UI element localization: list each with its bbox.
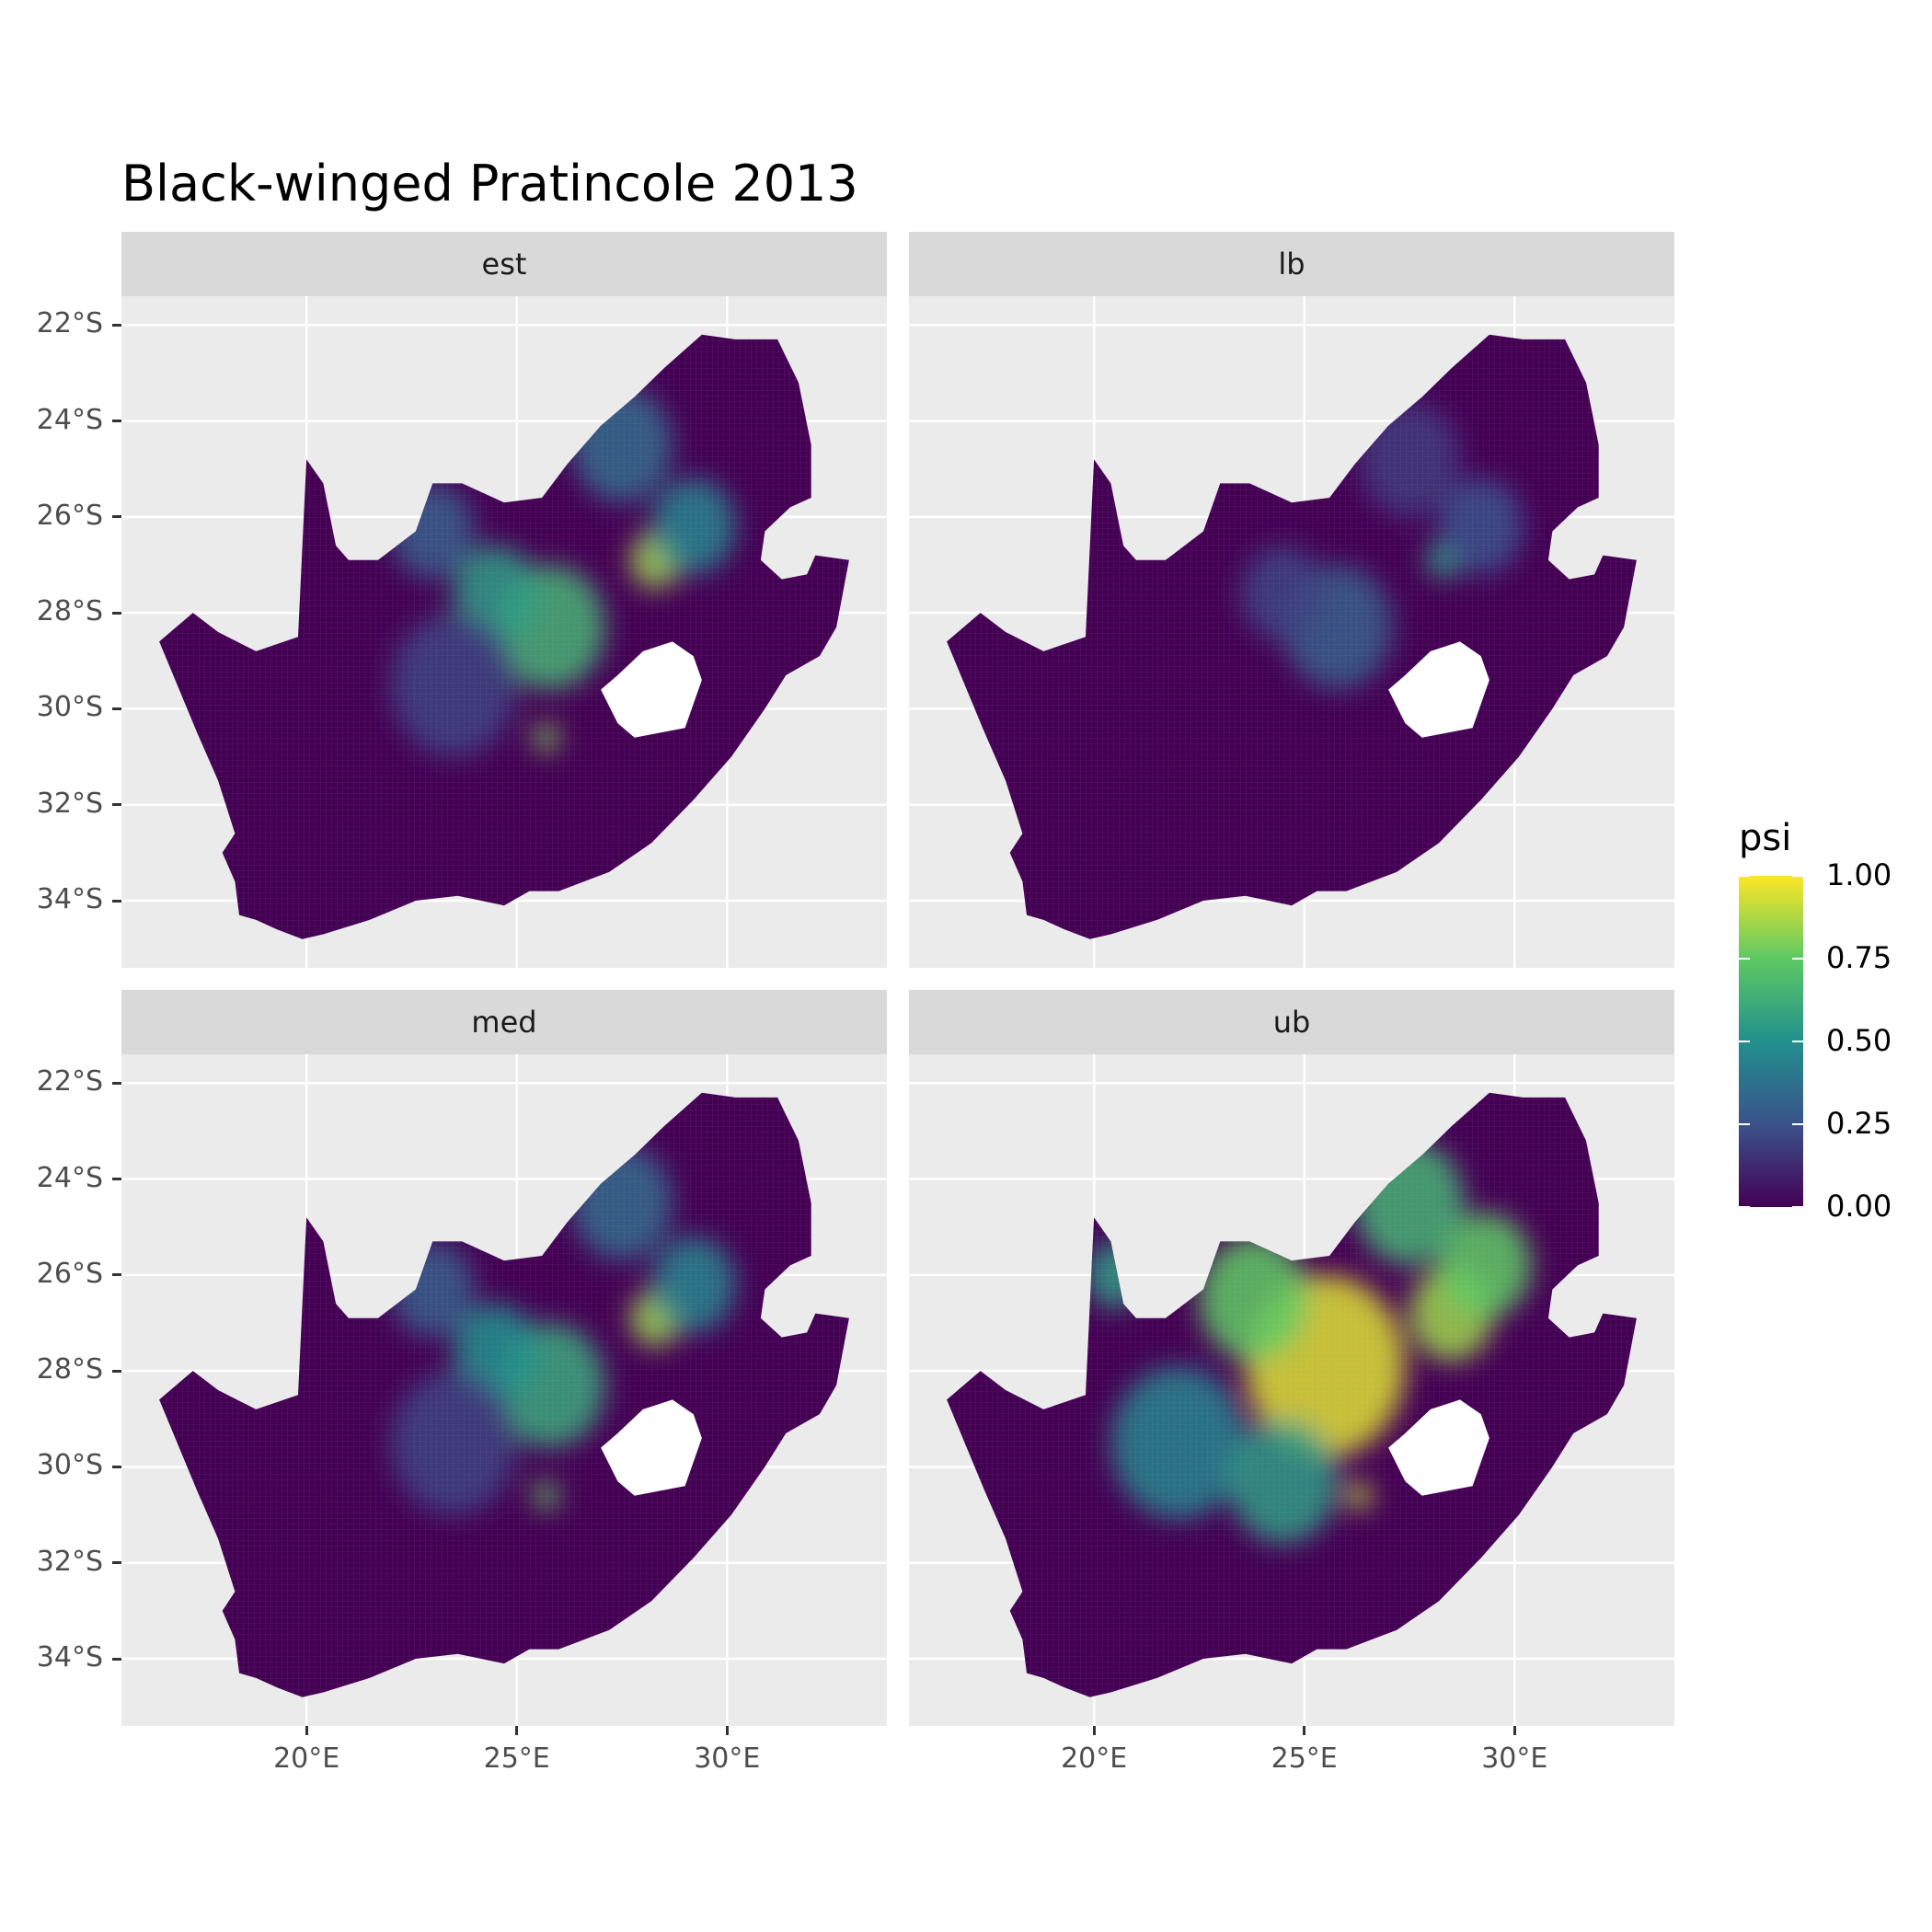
facet-panel-lb: lb <box>909 232 1674 968</box>
map-svg <box>121 296 887 968</box>
y-tick-mark <box>112 1273 121 1277</box>
facet-panel-est: est <box>121 232 887 968</box>
y-tick-label: 22°S <box>36 307 103 340</box>
x-tick-label: 30°E <box>1481 1742 1548 1775</box>
legend-tick-mark <box>1792 958 1803 960</box>
x-tick-mark <box>515 1726 519 1735</box>
facet-strip-label: est <box>121 232 887 296</box>
legend-title: psi <box>1739 817 1792 859</box>
y-tick-mark <box>112 611 121 615</box>
y-tick-mark <box>112 899 121 903</box>
map-area <box>909 296 1674 968</box>
raster-overlay <box>159 334 849 939</box>
x-tick-label: 25°E <box>1271 1742 1338 1775</box>
y-tick-label: 28°S <box>36 1353 103 1386</box>
raster-overlay <box>947 334 1637 939</box>
y-tick-label: 26°S <box>36 499 103 532</box>
y-tick-label: 26°S <box>36 1257 103 1290</box>
y-tick-mark <box>112 515 121 519</box>
map-area <box>909 1054 1674 1726</box>
map-area <box>121 296 887 968</box>
legend-tick-mark <box>1792 1123 1803 1125</box>
x-tick-mark <box>725 1726 729 1735</box>
y-tick-label: 28°S <box>36 595 103 628</box>
y-tick-label: 24°S <box>36 403 103 436</box>
legend-tick-mark <box>1739 875 1750 877</box>
map-svg <box>909 296 1674 968</box>
y-tick-label: 22°S <box>36 1065 103 1098</box>
facet-strip-label: med <box>121 990 887 1054</box>
x-tick-label: 25°E <box>483 1742 550 1775</box>
y-tick-label: 32°S <box>36 787 103 820</box>
y-tick-label: 32°S <box>36 1545 103 1578</box>
y-tick-label: 34°S <box>36 883 103 915</box>
y-tick-mark <box>112 1561 121 1565</box>
facet-panel-med: med <box>121 990 887 1726</box>
y-tick-label: 30°S <box>36 691 103 724</box>
y-tick-mark <box>112 1178 121 1181</box>
y-tick-mark <box>112 803 121 807</box>
raster-overlay <box>159 1092 849 1697</box>
legend-tick-mark <box>1739 1123 1750 1125</box>
y-tick-mark <box>112 323 121 327</box>
x-tick-mark <box>305 1726 308 1735</box>
map-svg <box>909 1054 1674 1726</box>
x-tick-label: 30°E <box>694 1742 761 1775</box>
facet-strip-label: lb <box>909 232 1674 296</box>
y-tick-mark <box>112 1081 121 1085</box>
map-area <box>121 1054 887 1726</box>
legend-tick-mark <box>1792 1041 1803 1042</box>
legend-tick-label: 0.50 <box>1826 1023 1892 1058</box>
x-tick-mark <box>1092 1726 1096 1735</box>
legend-tick-mark <box>1739 1041 1750 1042</box>
y-tick-label: 30°S <box>36 1449 103 1482</box>
y-tick-mark <box>112 1369 121 1373</box>
legend-tick-label: 0.75 <box>1826 940 1892 975</box>
legend-tick-mark <box>1792 1206 1803 1208</box>
facet-strip-label: ub <box>909 990 1674 1054</box>
x-tick-mark <box>1512 1726 1516 1735</box>
y-tick-mark <box>112 1465 121 1468</box>
legend-tick-label: 0.25 <box>1826 1106 1892 1141</box>
facet-panel-ub: ub <box>909 990 1674 1726</box>
map-svg <box>121 1054 887 1726</box>
y-tick-mark <box>112 1657 121 1661</box>
y-tick-label: 24°S <box>36 1161 103 1194</box>
legend-tick-mark <box>1739 1206 1750 1208</box>
plot-title: Black-winged Pratincole 2013 <box>121 155 858 213</box>
legend-tick-mark <box>1739 958 1750 960</box>
x-tick-label: 20°E <box>1061 1742 1128 1775</box>
y-tick-mark <box>112 707 121 710</box>
raster-overlay <box>947 1092 1637 1697</box>
x-tick-label: 20°E <box>273 1742 340 1775</box>
x-tick-mark <box>1303 1726 1306 1735</box>
legend-tick-label: 1.00 <box>1826 857 1892 892</box>
y-tick-label: 34°S <box>36 1641 103 1673</box>
legend-tick-mark <box>1792 875 1803 877</box>
legend-tick-label: 0.00 <box>1826 1189 1892 1224</box>
y-tick-mark <box>112 420 121 423</box>
